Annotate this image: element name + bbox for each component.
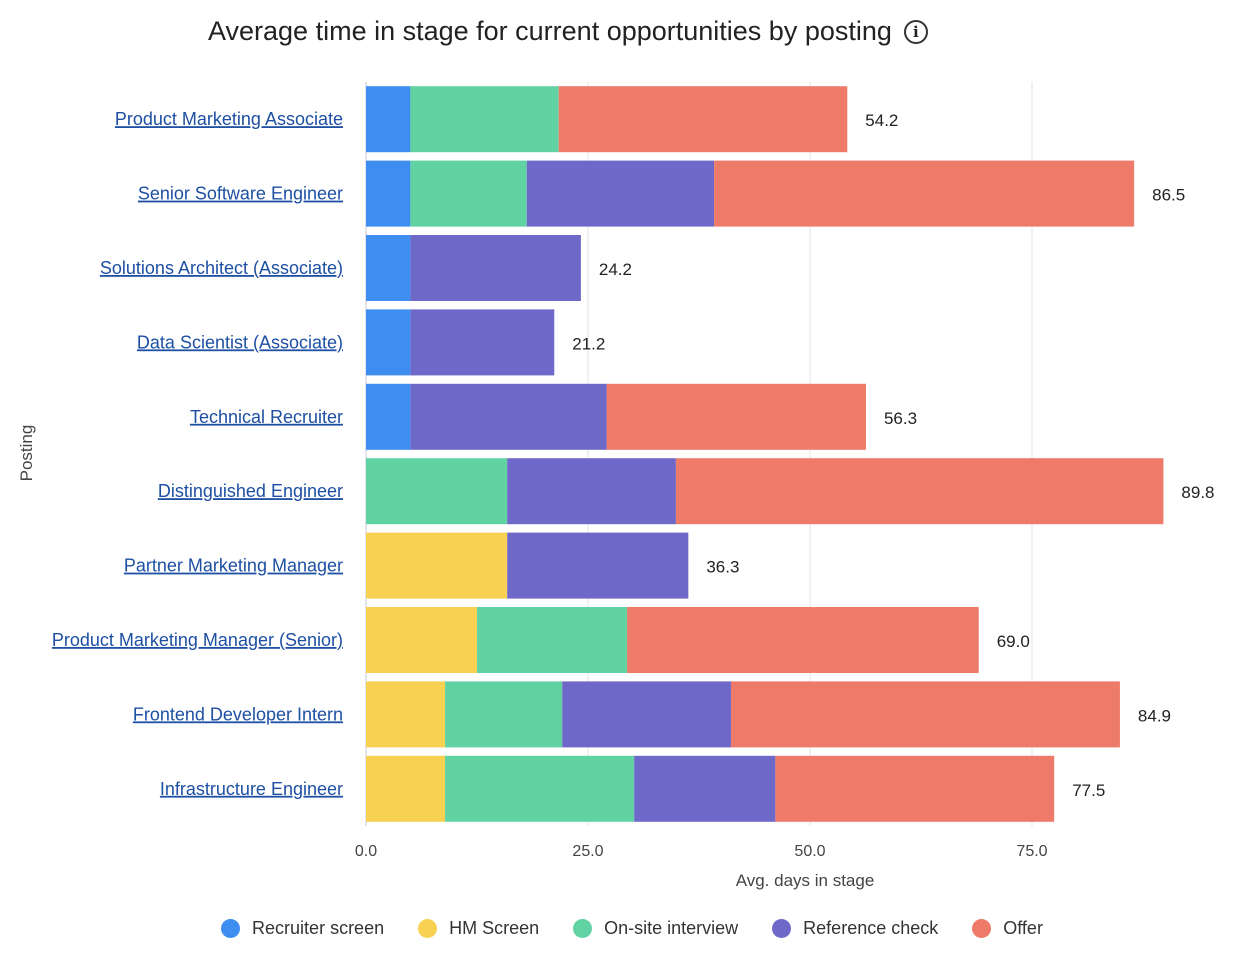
info-icon[interactable]: i <box>903 19 928 44</box>
bar-segment-hm-screen[interactable] <box>366 755 446 822</box>
bar-total-label: 89.8 <box>1181 483 1214 502</box>
posting-link[interactable]: Senior Software Engineer <box>138 184 343 204</box>
bar-segment-on-site-interview[interactable] <box>477 607 628 673</box>
legend-label: HM Screen <box>449 918 540 938</box>
posting-link[interactable]: Partner Marketing Manager <box>124 556 343 576</box>
bar-segment-reference-check[interactable] <box>410 309 555 376</box>
bar-segment-hm-screen[interactable] <box>366 607 477 673</box>
bar-segment-on-site-interview[interactable] <box>445 755 635 822</box>
bar-segment-reference-check[interactable] <box>562 681 731 748</box>
bar-segment-recruiter-screen[interactable] <box>366 309 411 376</box>
legend-dot-icon <box>972 919 992 938</box>
legend-dot-icon <box>221 919 241 938</box>
posting-link[interactable]: Product Marketing Associate <box>115 109 343 129</box>
posting-link[interactable]: Infrastructure Engineer <box>160 779 343 799</box>
y-axis-label: Posting <box>17 425 36 482</box>
legend-label: Offer <box>1003 918 1043 938</box>
posting-link[interactable]: Solutions Architect (Associate) <box>100 258 343 278</box>
x-tick-label: 25.0 <box>572 843 603 860</box>
legend-item[interactable]: On-site interview <box>573 918 738 939</box>
bar-total-label: 36.3 <box>706 558 739 577</box>
bar-segment-hm-screen[interactable] <box>366 532 508 599</box>
bar-segment-offer[interactable] <box>606 383 866 450</box>
legend-label: Recruiter screen <box>252 918 385 938</box>
x-axis-label: Avg. days in stage <box>736 871 875 890</box>
bar-segment-offer[interactable] <box>675 458 1164 525</box>
legend-item[interactable]: Offer <box>972 918 1043 939</box>
bar-segment-reference-check[interactable] <box>410 235 581 301</box>
legend-dot-icon <box>573 919 593 938</box>
bar-segment-reference-check[interactable] <box>526 160 715 227</box>
posting-link[interactable]: Product Marketing Manager (Senior) <box>52 630 343 650</box>
x-tick-label: 0.0 <box>355 843 377 860</box>
posting-link[interactable]: Distinguished Engineer <box>158 481 343 501</box>
legend-item[interactable]: Reference check <box>772 918 938 939</box>
legend-label: Reference check <box>803 918 939 938</box>
bar-segment-recruiter-screen[interactable] <box>366 160 411 227</box>
legend-dot-icon <box>418 919 438 938</box>
bar-total-label: 86.5 <box>1152 186 1185 205</box>
bar-segment-offer[interactable] <box>775 755 1055 822</box>
posting-link[interactable]: Technical Recruiter <box>190 407 343 427</box>
bar-segment-offer[interactable] <box>627 607 979 673</box>
bar-chart: 0.0 25.0 50.0 75.0 Avg. days in stage Posting… <box>17 82 1215 890</box>
bar-segment-on-site-interview[interactable] <box>410 86 559 153</box>
bar-segment-recruiter-screen[interactable] <box>366 86 411 153</box>
bar-total-label: 84.9 <box>1138 706 1171 725</box>
bar-segment-on-site-interview[interactable] <box>410 160 527 227</box>
chart-title: Average time in stage for current opport… <box>208 16 928 47</box>
bar-segment-offer[interactable] <box>558 86 848 153</box>
legend-dot-icon <box>772 919 792 938</box>
chart-title-text: Average time in stage for current opport… <box>208 16 892 46</box>
bar-segment-reference-check[interactable] <box>634 755 776 822</box>
bar-segment-reference-check[interactable] <box>507 532 689 599</box>
x-tick-label: 50.0 <box>794 843 825 860</box>
posting-link[interactable]: Frontend Developer Intern <box>133 704 343 724</box>
bar-segment-offer[interactable] <box>730 681 1120 748</box>
bar-total-label: 77.5 <box>1072 781 1105 800</box>
posting-link[interactable]: Data Scientist (Associate) <box>137 332 343 352</box>
bar-segment-recruiter-screen[interactable] <box>366 235 411 301</box>
bar-total-label: 69.0 <box>997 632 1030 651</box>
bar-segment-reference-check[interactable] <box>410 383 607 450</box>
bar-total-label: 21.2 <box>572 334 605 353</box>
bar-segment-hm-screen[interactable] <box>366 681 446 748</box>
bar-segment-offer[interactable] <box>714 160 1135 227</box>
bar-segment-on-site-interview[interactable] <box>445 681 563 748</box>
legend: Recruiter screen HM Screen On-site intervi… <box>0 918 1254 939</box>
bar-total-label: 24.2 <box>599 260 632 279</box>
legend-item[interactable]: HM Screen <box>418 918 539 939</box>
x-tick-label: 75.0 <box>1016 843 1047 860</box>
bar-segment-on-site-interview[interactable] <box>366 458 508 525</box>
legend-label: On-site interview <box>604 918 739 938</box>
bar-total-label: 56.3 <box>884 409 917 428</box>
bar-total-label: 54.2 <box>865 111 898 130</box>
bar-segment-recruiter-screen[interactable] <box>366 383 411 450</box>
bar-segment-reference-check[interactable] <box>507 458 676 525</box>
legend-item[interactable]: Recruiter screen <box>221 918 384 939</box>
